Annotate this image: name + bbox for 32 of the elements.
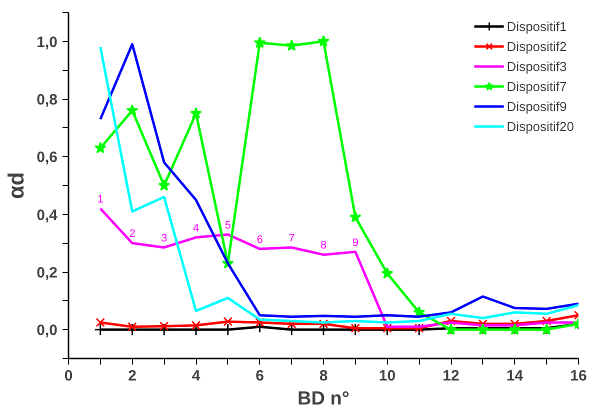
y-tick-label: 0,8 bbox=[36, 92, 58, 108]
y-tick-label: 0,2 bbox=[36, 264, 58, 282]
annotation: 2 bbox=[129, 228, 136, 240]
annotation: 5 bbox=[224, 220, 231, 232]
legend-label: Dispositif2 bbox=[506, 38, 567, 54]
y-tick-label: 0,4 bbox=[36, 206, 58, 224]
x-tick-label: 12 bbox=[442, 368, 460, 384]
x-tick-label: 10 bbox=[378, 368, 396, 384]
x-tick-label: 0 bbox=[64, 368, 73, 384]
y-tick-label: 0,6 bbox=[36, 149, 58, 166]
annotation: 7 bbox=[288, 232, 295, 244]
annotation: 4 bbox=[192, 222, 200, 234]
annotation: 8 bbox=[320, 240, 327, 252]
annotation: 3 bbox=[161, 232, 168, 244]
y-tick-label: 0,0 bbox=[36, 322, 58, 340]
annotation: 6 bbox=[256, 234, 263, 246]
x-tick-label: 8 bbox=[319, 368, 328, 384]
x-tick-label: 2 bbox=[128, 368, 136, 384]
x-tick-label: 4 bbox=[192, 368, 201, 384]
x-tick-label: 14 bbox=[506, 368, 524, 384]
legend-label: Dispositif20 bbox=[506, 118, 574, 134]
annotation: 9 bbox=[352, 236, 358, 249]
y-axis-title: αd bbox=[4, 172, 29, 199]
legend-label: Dispositif3 bbox=[506, 58, 567, 74]
legend-label: Dispositif9 bbox=[506, 98, 567, 114]
x-axis-title: BD n° bbox=[298, 388, 350, 410]
y-tick-label: 1,0 bbox=[36, 34, 58, 51]
annotation: 1 bbox=[97, 194, 104, 206]
legend-label: Dispositif7 bbox=[506, 78, 567, 94]
x-tick-label: 16 bbox=[570, 368, 587, 384]
x-tick-label: 6 bbox=[256, 368, 264, 384]
legend-label: Dispositif1 bbox=[506, 18, 567, 34]
